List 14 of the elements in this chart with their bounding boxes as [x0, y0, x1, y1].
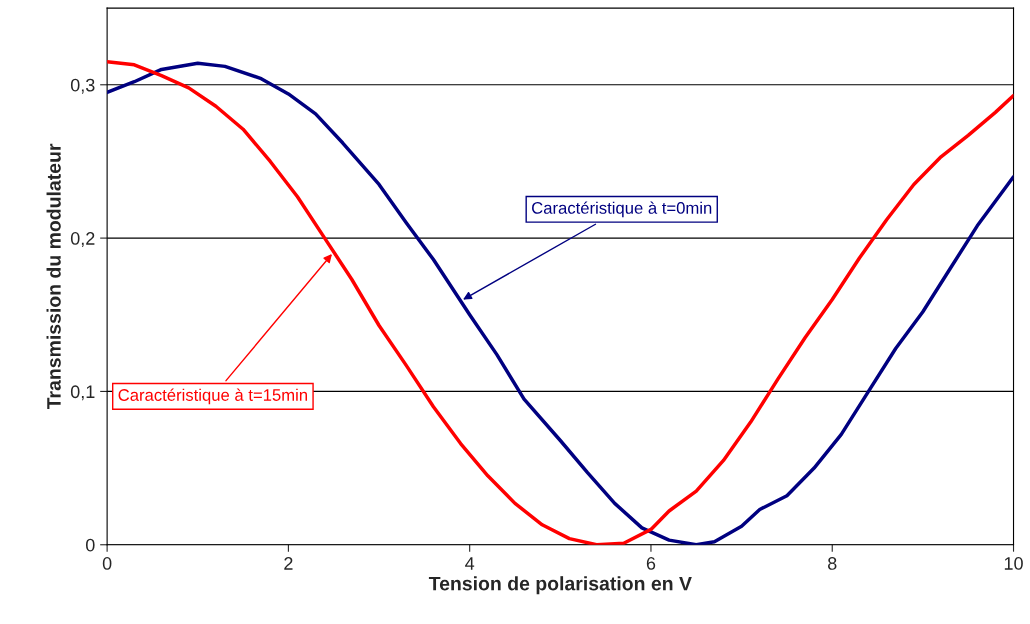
x-axis-title: Tension de polarisation en V: [428, 576, 692, 595]
x-tick-label: 8: [828, 557, 837, 570]
x-tick-label: 0: [102, 557, 112, 570]
x-tick-label: 10: [1004, 557, 1023, 570]
y-tick-label: 0,2: [70, 232, 95, 247]
annotation: Caractéristique à t=0min: [532, 201, 712, 218]
y-tick-label: 0: [85, 538, 95, 552]
x-tick-label: 2: [284, 557, 293, 570]
x-tick-label: 6: [646, 557, 656, 570]
annotation: Caractéristique à t=15min: [118, 388, 307, 405]
y-axis-title: Transmission du modulateur: [46, 143, 61, 410]
y-tick-label: 0,3: [70, 78, 95, 94]
y-tick-label: 0,1: [70, 385, 95, 401]
x-tick-label: 4: [465, 557, 475, 570]
